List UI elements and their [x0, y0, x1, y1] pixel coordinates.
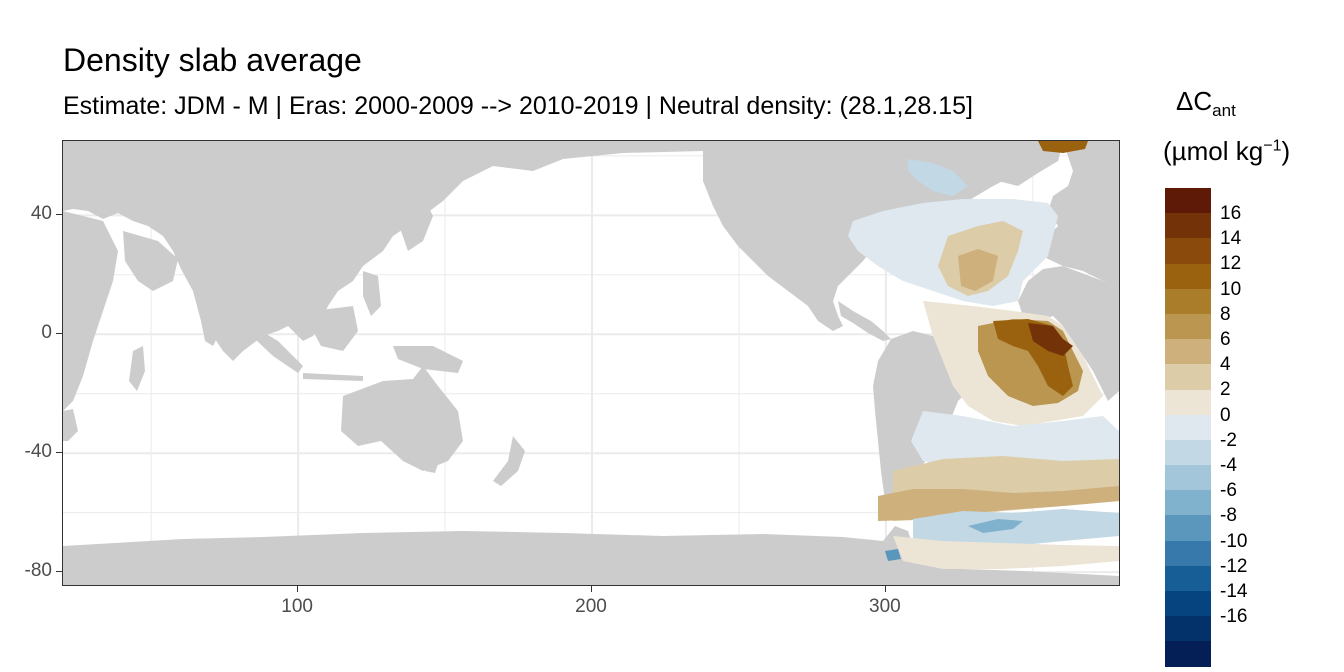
legend-swatch: [1165, 490, 1211, 516]
land-sumatra: [253, 326, 303, 373]
legend-label: 2: [1220, 379, 1231, 401]
y-tick-mark: [56, 214, 62, 216]
legend-swatch: [1165, 288, 1211, 314]
land-borneo: [313, 306, 358, 351]
legend-label: -14: [1220, 581, 1248, 602]
legend-swatch: [1165, 515, 1211, 541]
legend-swatch: [1165, 565, 1211, 591]
legend-swatch: [1165, 616, 1211, 642]
plot-title: Density slab average: [63, 42, 362, 78]
legend-title-symbol: ΔCant: [1176, 86, 1236, 121]
legend-swatch: [1165, 213, 1211, 239]
legend-label: -12: [1220, 555, 1248, 577]
y-tick-mark: [56, 571, 62, 573]
legend-swatch: [1165, 188, 1211, 214]
land-central-america: [838, 301, 891, 341]
legend-label: 6: [1220, 329, 1231, 350]
land-greenland: [963, 141, 1063, 186]
land-java: [303, 373, 363, 381]
plot-subtitle: Estimate: JDM - M | Eras: 2000-2009 --> …: [63, 92, 973, 120]
legend-label: 4: [1220, 354, 1231, 376]
legend-swatch: [1165, 339, 1211, 365]
field-antarctic-tan: [893, 536, 1119, 569]
legend-label: 16: [1220, 203, 1242, 224]
legend-swatch: [1165, 540, 1211, 566]
x-tick-mark: [591, 586, 592, 592]
legend-title-unit: (µmol kg−1): [1163, 136, 1291, 166]
land-east-africa: [63, 211, 118, 411]
x-tick-label: 300: [869, 596, 901, 617]
legend-label: -6: [1220, 480, 1237, 502]
legend-label: -4: [1220, 455, 1237, 476]
x-tick-mark: [884, 586, 886, 592]
legend-swatch: [1165, 238, 1211, 264]
field-southern-darker: [878, 486, 1119, 521]
legend-colorbar: [1165, 188, 1211, 667]
y-tick-label: -80: [24, 560, 52, 582]
legend-swatch: [1165, 465, 1211, 491]
field-labrador: [908, 159, 968, 196]
legend-label: 8: [1220, 303, 1231, 325]
legend-label: 10: [1220, 278, 1242, 300]
legend-label: 12: [1220, 253, 1242, 275]
legend-swatch: [1165, 364, 1211, 390]
y-tick-label: 0: [41, 322, 52, 344]
land-australia: [341, 366, 463, 471]
data-field: [848, 141, 1119, 569]
field-nordic: [1038, 141, 1088, 153]
land-japan: [401, 196, 433, 251]
land-new-guinea: [393, 346, 463, 373]
legend-swatch: [1165, 641, 1211, 667]
y-tick-label: -40: [24, 441, 52, 463]
legend-swatch: [1165, 263, 1211, 289]
legend-swatch: [1165, 439, 1211, 466]
land-arabia: [123, 231, 178, 291]
legend-label: -2: [1220, 429, 1237, 451]
legend-label: -10: [1220, 530, 1248, 552]
land-philippines: [363, 271, 381, 316]
y-tick-label: 40: [30, 203, 52, 225]
field-weddell-deep: [968, 519, 1023, 533]
land-far-left: [63, 409, 78, 441]
field-east-dark: [1028, 323, 1073, 356]
land-africa-west: [1018, 266, 1119, 401]
map-svg: [63, 141, 1119, 585]
field-subtropical-mid: [958, 249, 998, 291]
legend-label: 0: [1220, 404, 1231, 426]
land-antarctica: [63, 531, 1119, 585]
land-tasmania: [425, 459, 439, 473]
legend-swatch: [1165, 591, 1211, 617]
field-drake-blue: [885, 549, 901, 561]
legend-swatch: [1165, 414, 1211, 440]
legend-label: -8: [1220, 505, 1237, 527]
land-new-zealand: [493, 436, 525, 486]
x-tick-mark: [297, 586, 299, 592]
legend-swatch: [1165, 313, 1211, 340]
y-tick-mark: [56, 333, 62, 335]
x-tick-label: 200: [575, 596, 607, 617]
x-tick-label: 100: [281, 596, 313, 617]
map-panel: [62, 140, 1120, 586]
land-madagascar: [129, 346, 145, 391]
legend-label: 14: [1220, 228, 1242, 250]
legend-label: -16: [1220, 606, 1248, 628]
land-europe: [1038, 141, 1119, 291]
y-tick-mark: [56, 452, 62, 454]
land-india: [193, 266, 238, 346]
legend-swatch: [1165, 389, 1211, 415]
